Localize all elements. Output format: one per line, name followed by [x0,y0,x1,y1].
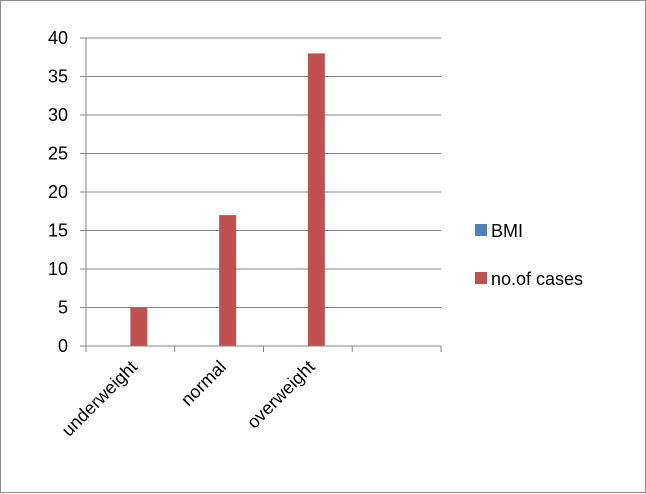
x-axis-tick-labels: underweight normal overweight [58,357,319,440]
x-tick-label: overweight [243,357,319,433]
gridlines [86,37,441,308]
axes [80,37,442,352]
y-tick-label: 35 [48,67,68,87]
legend-swatch [475,272,487,284]
x-tick-label: underweight [58,357,141,440]
legend: BMI no.of cases [475,221,583,289]
y-tick-label: 40 [48,28,68,48]
bars [130,53,325,347]
y-tick-label: 0 [58,336,68,356]
y-tick-label: 15 [48,221,68,241]
legend-label: BMI [491,221,523,241]
y-tick-label: 5 [58,298,68,318]
y-tick-label: 25 [48,144,68,164]
y-tick-label: 30 [48,105,68,125]
x-tick-label: normal [177,357,230,410]
legend-swatch [475,224,487,236]
bar-no-of-cases [219,215,237,346]
y-tick-label: 20 [48,182,68,202]
y-tick-label: 10 [48,259,68,279]
legend-label: no.of cases [491,269,583,289]
bar-no-of-cases [130,307,148,346]
y-axis-tick-labels: 0 5 10 15 20 25 30 35 40 [48,28,68,356]
bar-no-of-cases [307,53,325,347]
